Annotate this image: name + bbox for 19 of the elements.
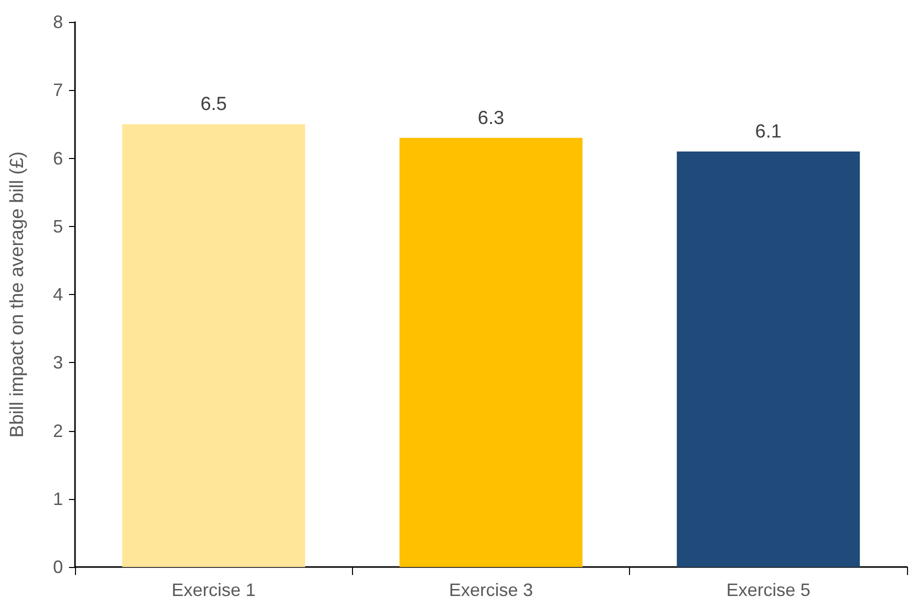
x-tick-label: Exercise 5 bbox=[726, 580, 810, 600]
data-label: 6.1 bbox=[755, 121, 782, 142]
bar bbox=[676, 151, 860, 567]
x-tick-label: Exercise 1 bbox=[172, 580, 256, 600]
x-tick-label: Exercise 3 bbox=[448, 580, 534, 600]
data-label: 6.5 bbox=[200, 94, 227, 116]
data-label: 6.3 bbox=[478, 108, 504, 129]
y-tick-label: 4 bbox=[52, 284, 63, 304]
y-axis-title: Bbill impact on the average bill (£) bbox=[7, 151, 28, 438]
y-tick-label: 7 bbox=[52, 80, 63, 100]
y-tick-label: 1 bbox=[52, 488, 63, 509]
y-tick-label: 8 bbox=[52, 12, 63, 32]
y-tick-label: 5 bbox=[52, 216, 63, 236]
y-tick-label: 3 bbox=[52, 352, 63, 373]
y-tick-label: 6 bbox=[52, 148, 63, 168]
bar bbox=[122, 124, 306, 567]
bar bbox=[399, 138, 583, 567]
y-tick-label: 2 bbox=[52, 420, 63, 441]
y-tick-label: 0 bbox=[52, 557, 63, 577]
